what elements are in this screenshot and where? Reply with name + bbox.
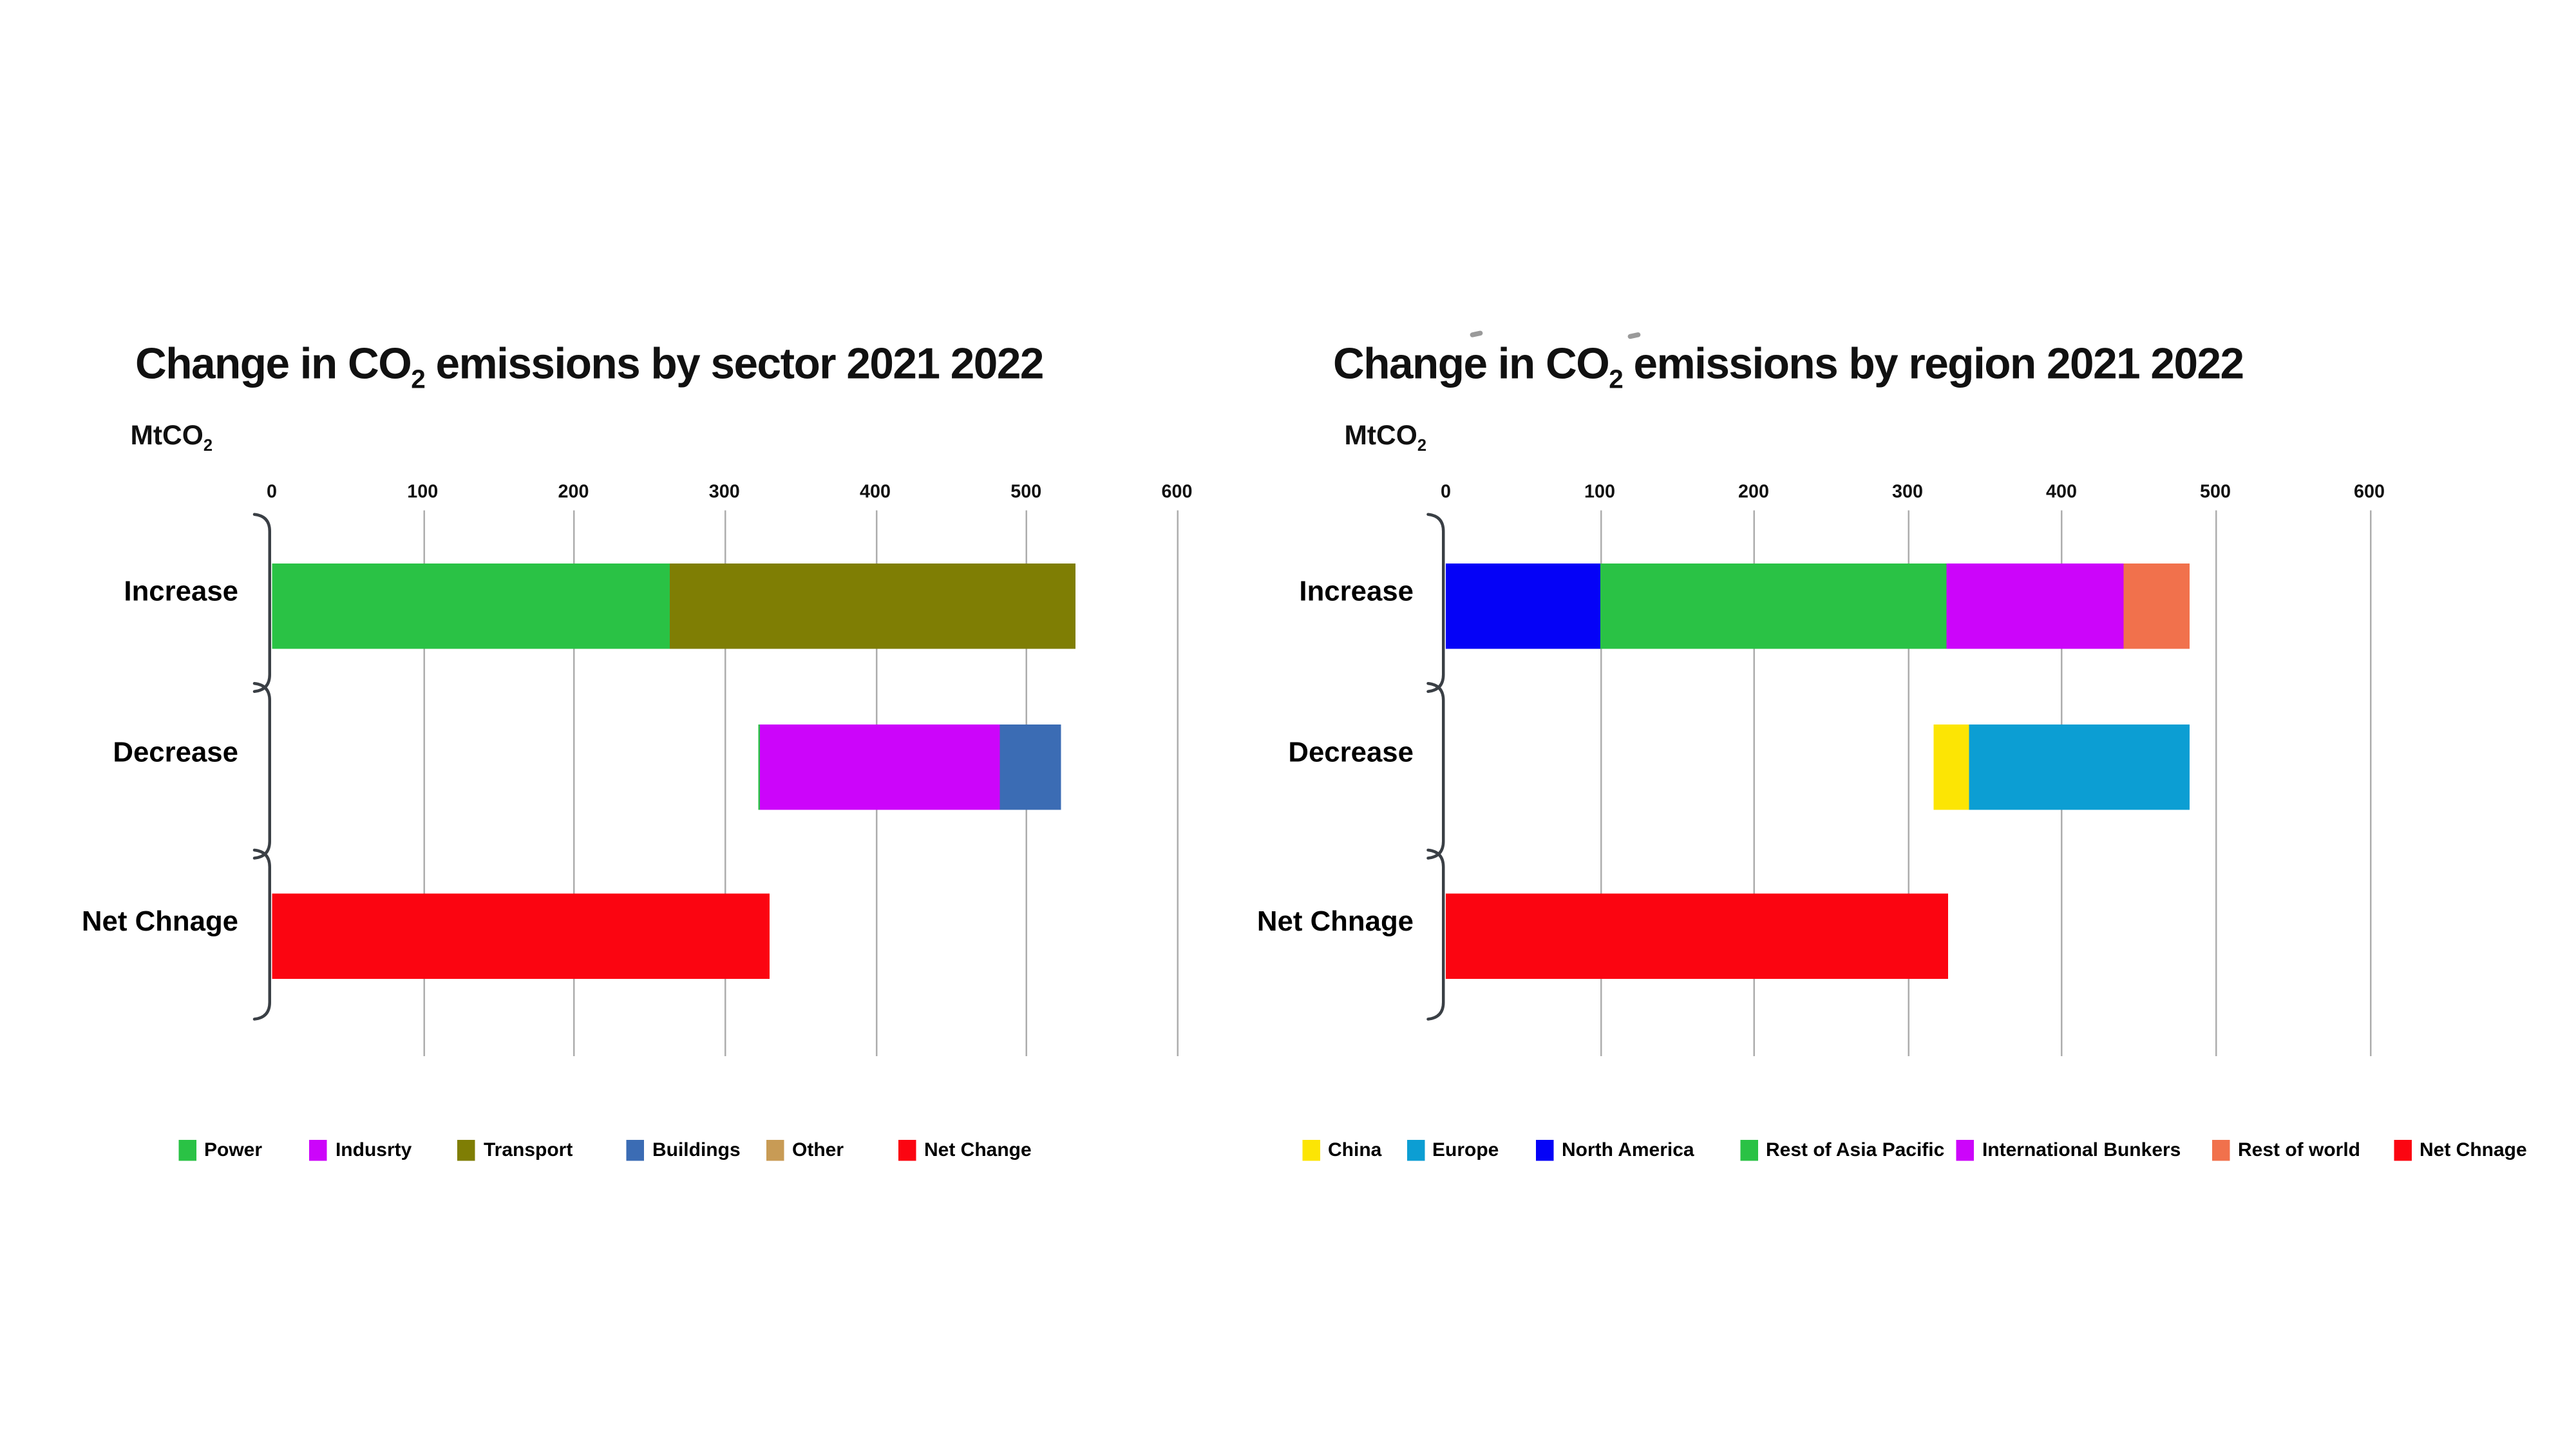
- bar-segment-north-america: [1446, 564, 1600, 649]
- x-tick-600: 600: [1161, 483, 1193, 502]
- x-tick-0: 0: [1440, 483, 1452, 502]
- bar-segment-international-bunkers: [1946, 564, 2123, 649]
- category-label-net-chnage: Net Chnage: [1256, 905, 1414, 937]
- legend-swatch-net-chnage: [2393, 1140, 2412, 1160]
- gridline-500: [2215, 510, 2217, 1056]
- gridline-300: [724, 510, 726, 1056]
- category-label-decrease: Decrease: [113, 735, 238, 768]
- co2-by-sector-unit-label: MtCO2: [130, 420, 213, 456]
- legend-label-indusrty: Indusrty: [335, 1138, 412, 1161]
- bar-segment-indusrty: [757, 723, 1001, 810]
- bar-segment-rest-of-asia-pacific: [1599, 564, 1946, 649]
- legend-swatch-europe: [1406, 1140, 1425, 1160]
- legend-swatch-china: [1302, 1140, 1320, 1160]
- legend-swatch-rest-of-world: [2212, 1140, 2230, 1160]
- x-tick-300: 300: [708, 483, 740, 502]
- legend-swatch-buildings: [626, 1140, 645, 1160]
- legend-swatch-transport: [457, 1140, 476, 1160]
- x-tick-400: 400: [2045, 483, 2077, 502]
- x-tick-100: 100: [1584, 483, 1615, 502]
- legend-label-transport: Transport: [483, 1138, 573, 1161]
- co2-by-region-unit-label-prefix: MtCO: [1344, 420, 1417, 451]
- legend-swatch-rest-of-asia-pacific: [1739, 1140, 1758, 1160]
- bar-segment-china: [1933, 723, 1969, 810]
- category-label-increase: Increase: [124, 574, 238, 607]
- co2-by-sector-unit-label-prefix: MtCO: [130, 420, 204, 451]
- bar-segment-europe: [1969, 723, 2190, 810]
- x-tick-400: 400: [860, 483, 891, 502]
- bar-segment-rest-of-world: [2123, 564, 2190, 649]
- bar-segment-buildings: [1000, 723, 1061, 810]
- bar-segment-net-change: [271, 893, 770, 979]
- x-tick-500: 500: [2200, 483, 2231, 502]
- x-tick-200: 200: [558, 483, 589, 502]
- category-label-net-chnage: Net Chnage: [81, 905, 238, 937]
- x-tick-0: 0: [266, 483, 277, 502]
- gridline-600: [1177, 510, 1179, 1056]
- legend-label-net-change: Net Change: [924, 1138, 1032, 1161]
- co2-by-sector-title-subscript: 2: [411, 365, 426, 395]
- legend-label-other: Other: [792, 1138, 844, 1161]
- legend-label-buildings: Buildings: [652, 1138, 741, 1161]
- co2-by-region-unit-label-subscript: 2: [1417, 437, 1426, 456]
- bar-segment-transport: [670, 564, 1076, 649]
- x-tick-300: 300: [1892, 483, 1923, 502]
- co2-by-sector-unit-label-subscript: 2: [203, 437, 213, 456]
- legend-label-rest-of-world: Rest of world: [2238, 1138, 2361, 1161]
- gridline-100: [1599, 510, 1602, 1056]
- legend-label-rest-of-asia-pacific: Rest of Asia Pacific: [1765, 1138, 1945, 1161]
- gridline-600: [2369, 510, 2371, 1056]
- category-label-decrease: Decrease: [1288, 735, 1414, 768]
- legend-label-north-america: North America: [1562, 1138, 1694, 1161]
- co2-by-region-title-subscript: 2: [1609, 365, 1624, 395]
- legend-label-china: China: [1327, 1138, 1382, 1161]
- co2-by-sector-title-suffix: emissions by sector 2021 2022: [424, 339, 1045, 388]
- co2-by-region-title: Change in CO2 emissions by region 2021 2…: [1333, 339, 2245, 395]
- legend-label-power: Power: [204, 1138, 263, 1161]
- x-tick-100: 100: [407, 483, 439, 502]
- x-tick-200: 200: [1738, 483, 1769, 502]
- legend-label-europe: Europe: [1432, 1138, 1499, 1161]
- y-axis-bracket: [252, 513, 270, 1021]
- legend-swatch-power: [178, 1140, 196, 1160]
- x-tick-500: 500: [1010, 483, 1042, 502]
- gridline-200: [1753, 510, 1756, 1056]
- co2-by-region-title-prefix: Change in CO: [1333, 339, 1610, 388]
- y-axis-bracket: [1426, 513, 1444, 1021]
- legend-label-net-chnage: Net Chnage: [2419, 1138, 2527, 1161]
- bar-segment-power: [271, 564, 670, 649]
- x-tick-600: 600: [2354, 483, 2385, 502]
- legend-swatch-other: [766, 1140, 784, 1160]
- co2-by-sector-title-prefix: Change in CO: [135, 339, 412, 388]
- co2-by-region-unit-label: MtCO2: [1344, 420, 1427, 456]
- co2-by-region-title-suffix: emissions by region 2021 2022: [1622, 339, 2245, 388]
- gridline-300: [1907, 510, 1909, 1056]
- legend-label-international-bunkers: International Bunkers: [1982, 1138, 2181, 1161]
- legend-swatch-international-bunkers: [1956, 1140, 1975, 1160]
- gridline-200: [573, 510, 575, 1056]
- co2-by-sector-title: Change in CO2 emissions by sector 2021 2…: [135, 339, 1045, 395]
- bar-segment-net-chnage: [1446, 893, 1948, 979]
- gridline-100: [422, 510, 424, 1056]
- legend-swatch-indusrty: [309, 1140, 328, 1160]
- legend-swatch-north-america: [1536, 1140, 1554, 1160]
- legend-swatch-net-change: [898, 1140, 916, 1160]
- category-label-increase: Increase: [1299, 574, 1414, 607]
